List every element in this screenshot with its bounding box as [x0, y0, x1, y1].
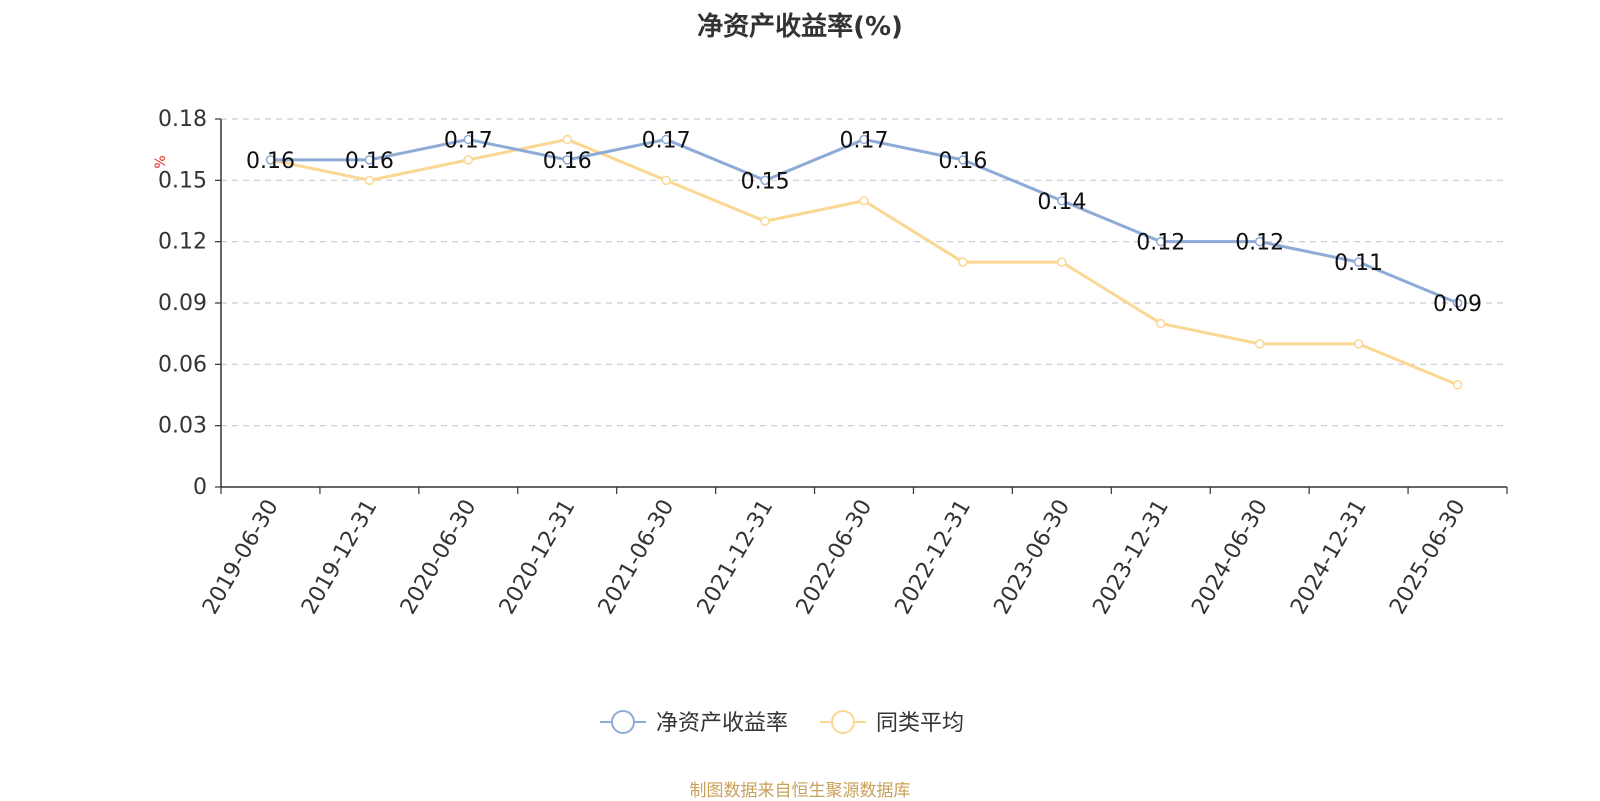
data-point [463, 155, 474, 165]
data-label: 0.15 [741, 169, 790, 194]
axes [215, 118, 1508, 494]
data-point [1452, 298, 1463, 308]
data-point [1254, 236, 1265, 247]
data-label: 0.11 [1334, 251, 1383, 276]
data-point [958, 257, 968, 267]
data-point [1353, 257, 1364, 267]
x-tick-label: 2023-06-30 [989, 496, 1075, 619]
series-line [270, 137, 1459, 387]
data-point [760, 216, 770, 226]
y-tick-label: 0.18 [158, 107, 207, 132]
x-tick-label: 2023-12-31 [1088, 496, 1174, 619]
data-point [1254, 339, 1265, 349]
data-point [463, 134, 474, 145]
data-label: 0.09 [1433, 292, 1482, 317]
source-note: 制图数据来自恒生聚源数据库 [689, 781, 911, 801]
data-point [1156, 236, 1166, 247]
data-point [958, 155, 968, 165]
data-label: 0.16 [938, 149, 987, 174]
data-point [859, 196, 869, 206]
y-tick-label: 0.09 [158, 291, 207, 316]
legend-marker [831, 710, 855, 734]
y-tick-label: 0.03 [158, 414, 207, 439]
data-point [661, 175, 671, 186]
data-label: 0.16 [246, 149, 295, 174]
series-lines [265, 134, 1463, 390]
data-point [760, 175, 770, 186]
data-label: 0.16 [345, 149, 394, 174]
data-label: 0.12 [1235, 231, 1284, 256]
x-tick-label: 2024-06-30 [1187, 496, 1273, 619]
grid-lines [221, 118, 1507, 427]
data-point [859, 134, 869, 145]
data-point [364, 175, 375, 186]
data-label: 0.14 [1037, 190, 1086, 215]
x-tick-label: 2021-06-30 [594, 496, 680, 619]
y-tick-label: 0.06 [158, 352, 207, 377]
x-tick-label: 2021-12-31 [693, 496, 779, 619]
data-label: 0.17 [642, 128, 691, 153]
data-label: 0.12 [1136, 231, 1185, 256]
data-point [1353, 339, 1364, 349]
x-tick-label: 2020-06-30 [396, 496, 482, 619]
data-point [562, 134, 572, 145]
x-tick-labels: 2019-06-30 2019-12-31 2020-06-30 2020-12-31… [198, 496, 1471, 619]
legend-label: 同类平均 [876, 711, 964, 736]
x-tick-label: 2024-12-31 [1286, 496, 1372, 619]
y-tick-label: 0.12 [158, 230, 207, 255]
x-tick-label: 2019-12-31 [297, 496, 383, 619]
y-tick-label: 0.15 [158, 168, 207, 193]
data-point [1156, 318, 1166, 329]
data-label: 0.17 [444, 128, 493, 153]
y-tick-label: 0 [193, 475, 207, 500]
chart-title: 净资产收益率(%) [697, 12, 903, 42]
data-label: 0.16 [543, 149, 592, 174]
y-axis-unit: % [153, 155, 169, 168]
data-point [1452, 380, 1463, 390]
x-tick-label: 2022-12-31 [891, 496, 977, 619]
x-tick-label: 2019-06-30 [198, 496, 284, 619]
data-point [1057, 196, 1067, 206]
data-point [1057, 257, 1067, 267]
y-tick-labels: 0 0.03 0.06 0.09 0.12 0.15 0.18% [153, 107, 207, 500]
data-point [265, 155, 276, 165]
legend: 净资产收益率 同类平均 [600, 710, 964, 736]
legend-marker [611, 710, 635, 734]
data-point [661, 134, 671, 145]
x-tick-label: 2025-06-30 [1385, 496, 1471, 619]
x-tick-label: 2020-12-31 [495, 496, 581, 619]
data-labels: 0.16 0.16 0.17 0.16 0.17 0.15 0.17 0.16 0.14 0.12… [246, 128, 1482, 317]
data-point [562, 155, 572, 165]
x-tick-label: 2022-06-30 [792, 496, 878, 619]
data-label: 0.17 [840, 128, 889, 153]
data-point [364, 155, 375, 165]
legend-label: 净资产收益率 [656, 711, 788, 736]
